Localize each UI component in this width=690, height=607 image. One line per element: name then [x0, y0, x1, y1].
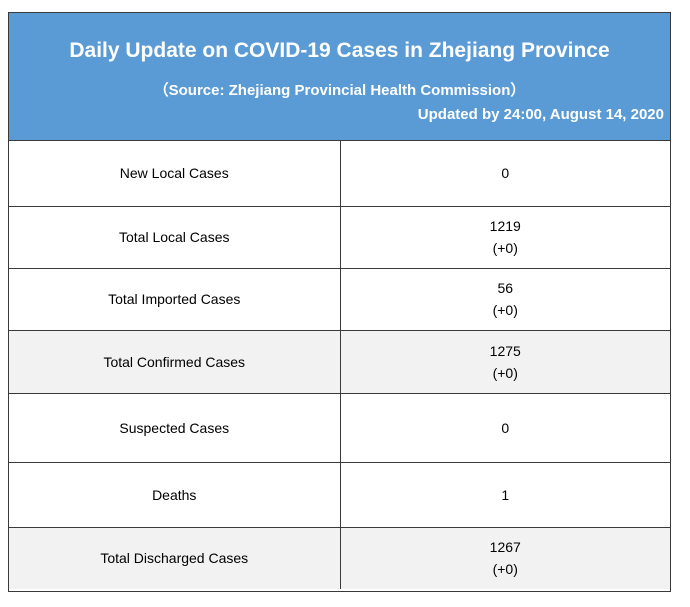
row-label: New Local Cases	[9, 141, 341, 206]
row-change: (+0)	[492, 364, 518, 381]
row-value: 0	[501, 419, 510, 436]
row-value-cell: 0	[340, 393, 670, 462]
row-label: Suspected Cases	[9, 393, 341, 462]
row-change: (+0)	[492, 302, 518, 318]
row-value-cell: 1	[340, 462, 670, 527]
row-value-cell: 1267 (+0)	[340, 527, 670, 589]
header-banner: Daily Update on COVID-19 Cases in Zhejia…	[9, 13, 670, 141]
row-change: (+0)	[492, 561, 518, 578]
row-value-cell: 56 (+0)	[340, 268, 670, 330]
table-row: Suspected Cases 0	[9, 393, 670, 462]
table-row: Total Local Cases 1219 (+0)	[9, 206, 670, 268]
table-row: Deaths 1	[9, 462, 670, 527]
updated-timestamp: Updated by 24:00, August 14, 2020	[417, 106, 664, 123]
row-value: 0	[501, 165, 510, 182]
row-label: Total Local Cases	[9, 206, 341, 268]
table-row: New Local Cases 0	[9, 141, 670, 206]
row-value: 1275	[489, 342, 521, 359]
row-value-cell: 0	[340, 141, 670, 206]
source-note: （Source: Zhejiang Provincial Health Comm…	[153, 82, 526, 99]
row-label: Total Imported Cases	[9, 268, 341, 330]
row-value: 1	[501, 486, 510, 503]
page-title: Daily Update on COVID-19 Cases in Zhejia…	[69, 39, 610, 62]
row-value-cell: 1219 (+0)	[340, 206, 670, 268]
row-change: (+0)	[492, 240, 518, 256]
row-label: Deaths	[9, 462, 341, 527]
table-row: Total Discharged Cases 1267 (+0)	[9, 527, 670, 589]
row-value: 1267	[489, 539, 521, 556]
row-label: Total Discharged Cases	[9, 527, 341, 589]
row-value: 1219	[489, 218, 521, 234]
table-row: Total Confirmed Cases 1275 (+0)	[9, 330, 670, 393]
row-value: 56	[497, 280, 514, 296]
covid-update-card: Daily Update on COVID-19 Cases in Zhejia…	[8, 12, 671, 592]
table-row: Total Imported Cases 56 (+0)	[9, 268, 670, 330]
stats-table: New Local Cases 0 Total Local Cases 1219…	[9, 141, 670, 589]
row-label: Total Confirmed Cases	[9, 330, 341, 393]
row-value-cell: 1275 (+0)	[340, 330, 670, 393]
